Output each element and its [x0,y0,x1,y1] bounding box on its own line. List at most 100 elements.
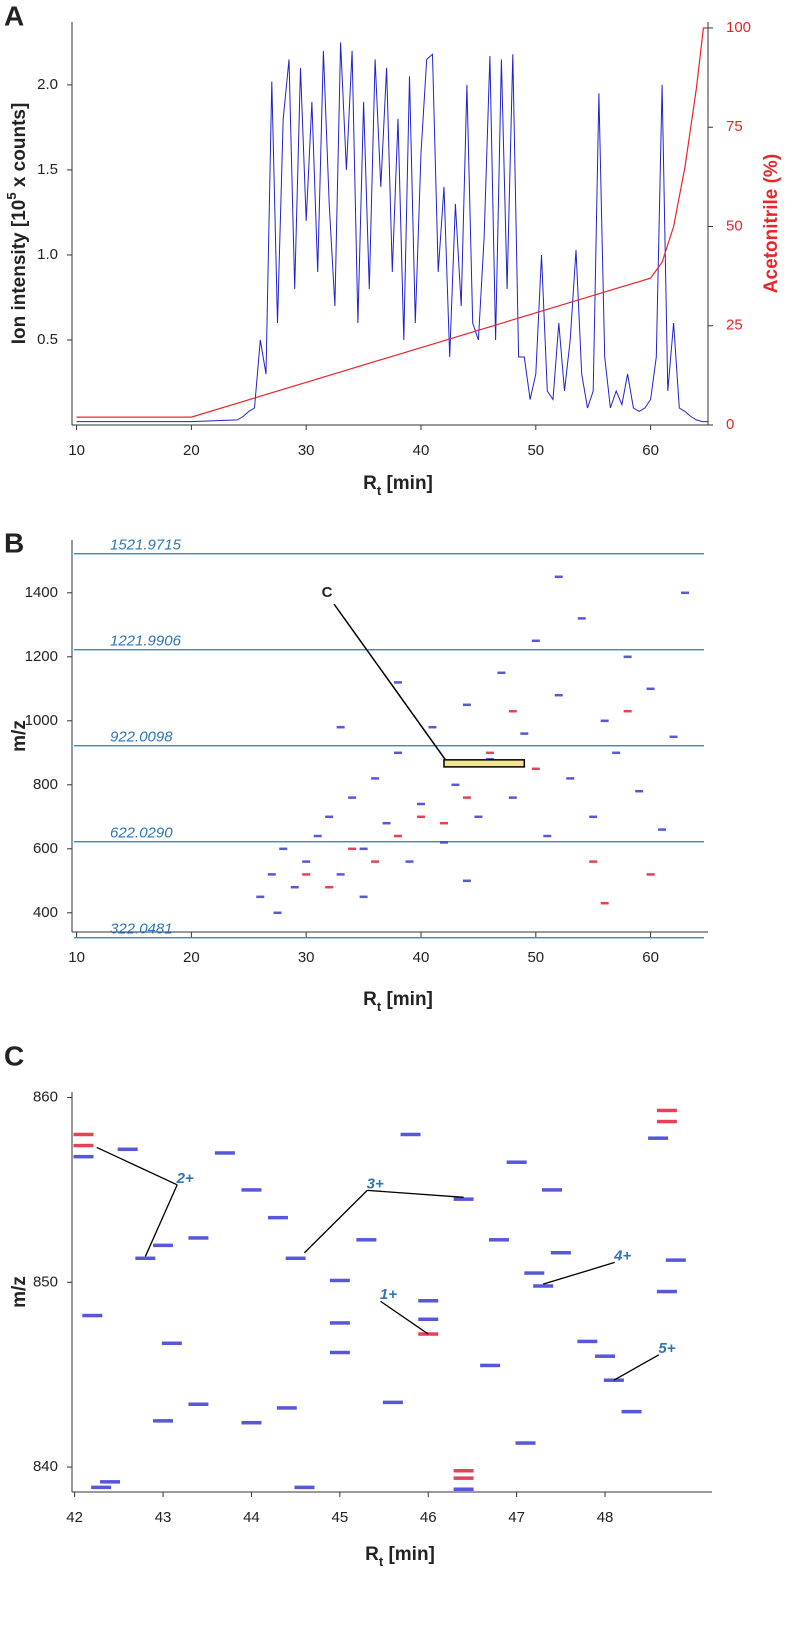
annotation-leader [367,1189,464,1198]
y2-tick-label: 50 [726,217,743,234]
feature [267,1215,288,1220]
axis-title-part: Ion intensity [10 [9,200,30,345]
feature [285,1256,306,1261]
axis-title-part: 5 [4,192,19,199]
annotation-label: 2+ [176,1170,194,1187]
y2-tick-label: 0 [726,416,734,433]
series-line [76,42,708,423]
feature [635,789,644,793]
axis-title: Ion intensity [105 x counts] [4,103,30,345]
feature [348,796,357,799]
axis-title-part: R [363,473,377,494]
feature [302,860,311,863]
y-tick-label: 800 [33,776,58,793]
feature [646,873,655,876]
feature [418,1317,439,1322]
y2-tick-label: 100 [726,19,751,36]
y-tick-label: 600 [33,840,58,857]
x-tick-label: 45 [332,1509,349,1526]
feature [256,895,265,899]
x-tick-label: 46 [420,1509,437,1526]
feature [453,1476,474,1480]
annotation-leader [144,1184,178,1257]
feature [153,1419,174,1423]
feature [91,1485,112,1490]
feature [577,1339,598,1344]
feature [188,1236,209,1240]
feature [336,873,345,876]
feature [550,1250,571,1255]
feature [276,1406,297,1410]
feature [382,821,391,825]
reference-label: 922.0098 [110,729,173,746]
feature [474,815,483,819]
feature [82,1313,103,1318]
feature [359,847,368,851]
feature [595,1354,616,1358]
feature [241,1188,262,1192]
feature [290,885,299,889]
reference-label: 322.0481 [110,921,173,938]
annotation-leader [542,1261,615,1285]
feature [524,1271,545,1275]
annotation-label: 3+ [367,1175,384,1192]
x-tick-label: 30 [298,442,315,459]
feature [623,709,632,713]
feature [589,815,598,819]
feature [416,815,425,819]
annotation-label: 1+ [380,1286,397,1303]
feature [313,834,322,838]
axis-title-part: [min] [381,473,433,494]
annotation-leader [613,1354,660,1381]
feature [508,709,517,713]
feature [394,834,403,838]
y-tick-label: 400 [33,904,58,921]
annotation-leader [304,1189,368,1254]
feature [520,732,529,735]
feature [336,725,345,729]
x-tick-label: 30 [298,949,315,966]
x-tick-label: 50 [527,949,544,966]
y2-tick-label: 75 [726,118,743,135]
feature [656,1289,677,1294]
feature [589,860,598,863]
feature [214,1151,235,1155]
feature [612,751,621,755]
reference-label: 1221.9906 [110,633,182,650]
annotation-label: 4+ [613,1247,631,1264]
feature [428,725,437,729]
axis-title: Rt [min] [363,473,433,498]
axis-title-part: R [365,1544,379,1565]
feature [462,879,471,883]
y-tick-label: 0.5 [37,331,58,348]
panel-letter: C [4,1040,24,1071]
box-label: C [322,584,333,601]
x-tick-label: 48 [597,1509,614,1526]
feature [188,1402,209,1406]
y-tick-label: 1.5 [37,161,58,178]
feature [273,911,282,915]
feature [506,1160,527,1164]
x-tick-label: 20 [183,949,200,966]
feature [279,847,288,851]
feature [453,1487,474,1491]
feature [451,783,460,787]
x-tick-label: 40 [413,949,430,966]
feature [356,1238,377,1242]
feature [73,1143,94,1148]
feature [658,828,667,831]
feature [577,617,586,620]
feature [161,1341,182,1346]
annotation-leader [380,1300,429,1335]
feature [646,687,655,691]
panel-letter: B [4,527,24,558]
y-tick-label: 1.0 [37,246,58,263]
feature [665,1258,686,1262]
feature [405,860,414,863]
x-tick-label: 10 [68,442,85,459]
feature [566,777,575,780]
feature [325,815,334,819]
x-tick-label: 42 [66,1509,83,1526]
axis-title-part: R [363,989,377,1010]
feature [621,1409,642,1414]
